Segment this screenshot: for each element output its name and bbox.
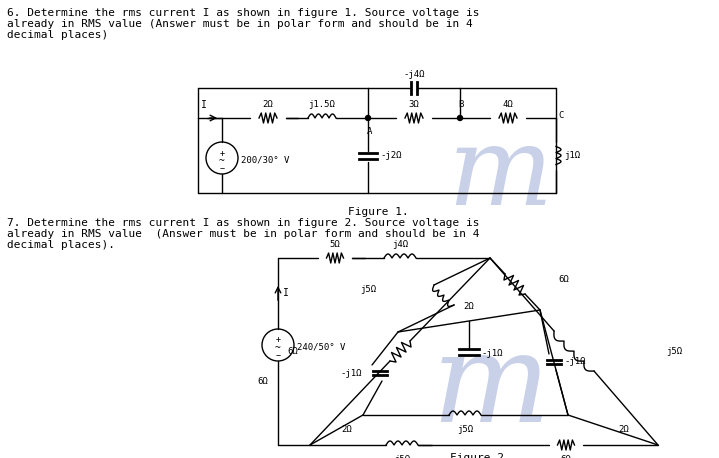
Text: 6Ω: 6Ω (558, 274, 569, 284)
Text: ~: ~ (275, 343, 281, 353)
Text: −: − (219, 164, 224, 174)
Text: 2Ω: 2Ω (464, 302, 475, 311)
Text: j1.5Ω: j1.5Ω (308, 100, 336, 109)
Text: 6. Determine the rms current I as shown in figure 1. Source voltage is: 6. Determine the rms current I as shown … (7, 8, 480, 18)
Text: I: I (201, 100, 207, 110)
Text: −: − (275, 351, 280, 360)
Text: 5Ω: 5Ω (329, 240, 340, 249)
Circle shape (365, 115, 370, 120)
Text: 6Ω: 6Ω (561, 455, 572, 458)
Text: 3Ω: 3Ω (408, 100, 419, 109)
Text: decimal places): decimal places) (7, 30, 109, 40)
Text: ~: ~ (219, 156, 225, 166)
Text: 240/50° V: 240/50° V (297, 343, 345, 351)
Text: Figure 2.: Figure 2. (449, 453, 510, 458)
Text: m: m (431, 327, 549, 449)
Text: 200/30° V: 200/30° V (241, 156, 289, 164)
Text: j5Ω: j5Ω (360, 285, 376, 294)
Text: 7. Determine the rms current I as shown in figure 2. Source voltage is: 7. Determine the rms current I as shown … (7, 218, 480, 228)
Text: +: + (275, 336, 280, 344)
Text: -j2Ω: -j2Ω (380, 151, 401, 160)
Text: 6Ω: 6Ω (288, 347, 298, 355)
Text: B: B (458, 100, 464, 109)
Text: j5Ω: j5Ω (394, 455, 410, 458)
Text: -j1Ω: -j1Ω (481, 349, 503, 359)
Text: decimal places).: decimal places). (7, 240, 115, 250)
Text: -j1Ω: -j1Ω (564, 358, 585, 366)
Circle shape (457, 115, 462, 120)
Text: 6Ω: 6Ω (257, 376, 268, 386)
Text: 2Ω: 2Ω (262, 100, 273, 109)
Text: already in RMS value (Answer must be in polar form and should be in 4: already in RMS value (Answer must be in … (7, 19, 473, 29)
Text: 2Ω: 2Ω (618, 425, 628, 435)
Text: I: I (283, 288, 289, 298)
Text: -j4Ω: -j4Ω (403, 70, 425, 79)
Text: A: A (367, 127, 372, 136)
Text: -j1Ω: -j1Ω (341, 369, 362, 377)
Text: C: C (558, 111, 564, 120)
Text: already in RMS value  (Answer must be in polar form and should be in 4: already in RMS value (Answer must be in … (7, 229, 480, 239)
Text: Figure 1.: Figure 1. (347, 207, 408, 217)
Text: j5Ω: j5Ω (457, 425, 473, 434)
Text: 2Ω: 2Ω (341, 425, 352, 435)
Text: m: m (447, 121, 553, 229)
Text: j5Ω: j5Ω (666, 347, 682, 355)
Text: j4Ω: j4Ω (392, 240, 408, 249)
Text: j1Ω: j1Ω (564, 151, 580, 160)
Text: 4Ω: 4Ω (503, 100, 513, 109)
Text: +: + (219, 148, 224, 158)
